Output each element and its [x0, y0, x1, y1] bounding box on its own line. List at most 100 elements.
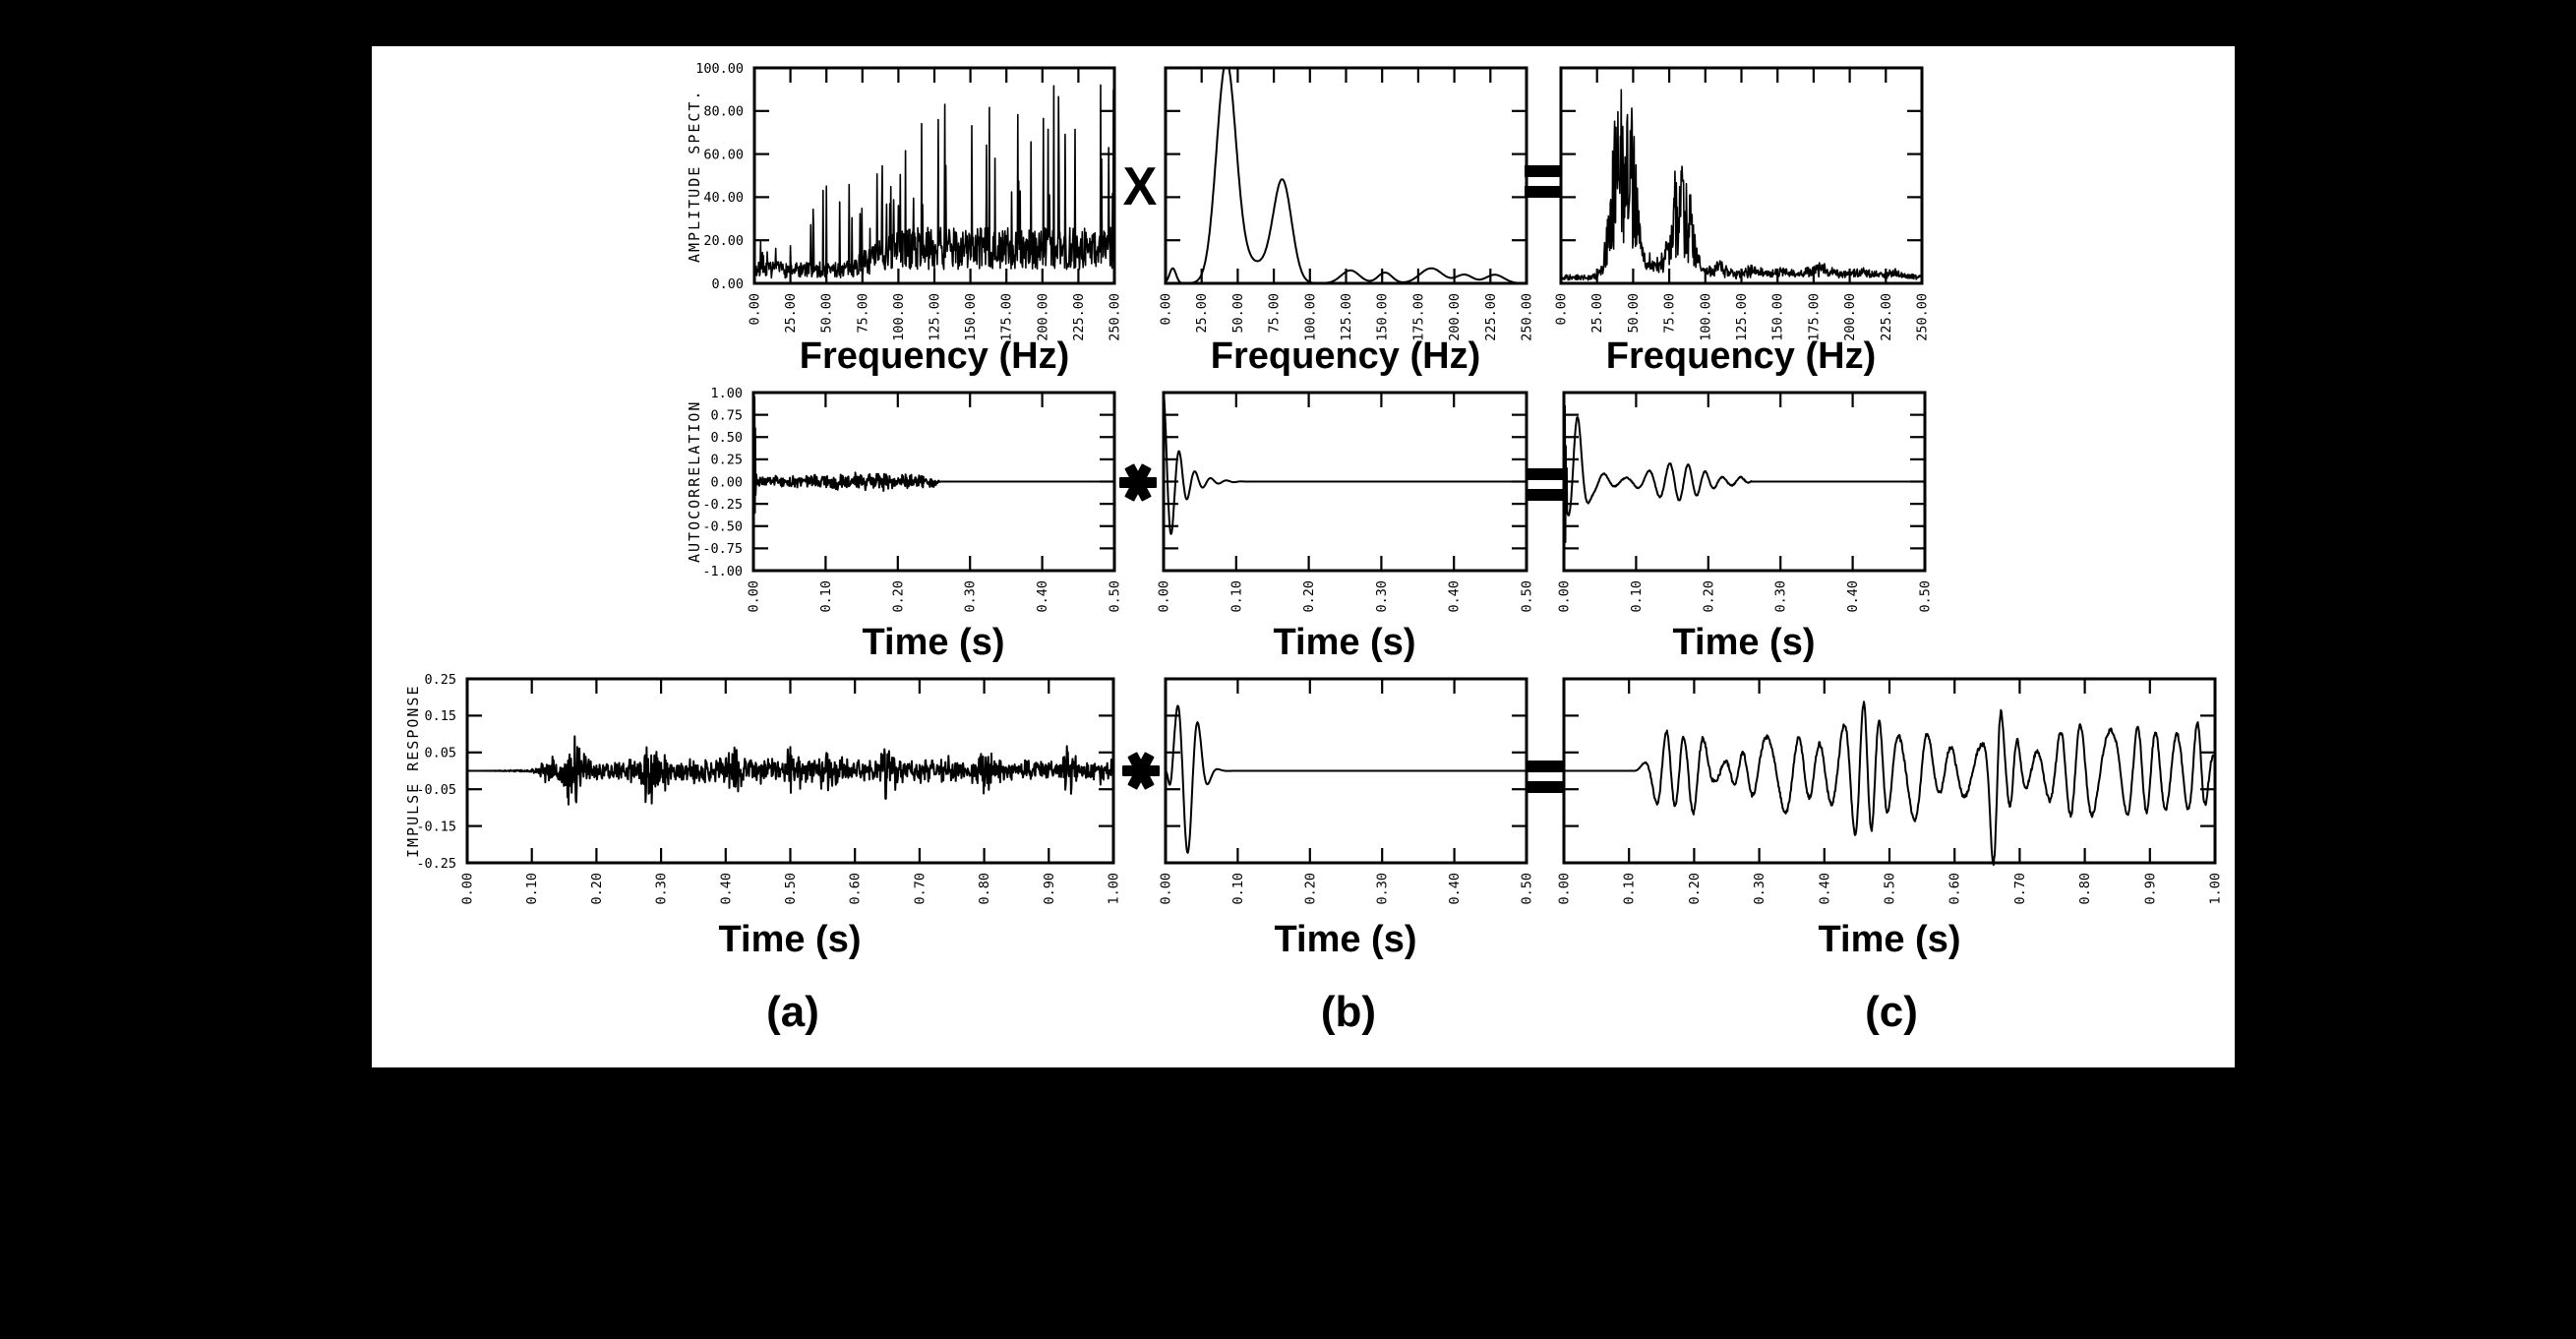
xaxis-title-time-2a: Time (s) — [862, 622, 1005, 663]
x-tick-label: 0.40 — [1845, 580, 1861, 613]
x-tick-label: 50.00 — [819, 293, 835, 334]
y-tick-label: -0.25 — [702, 497, 743, 513]
x-tick-label: 150.00 — [1375, 293, 1391, 341]
x-tick-label: 1.00 — [2208, 873, 2224, 905]
y-tick-label: 0.50 — [710, 430, 743, 446]
y-tick-label: 1.00 — [710, 386, 743, 401]
plot-canvas-2b: 0.00 0.10 0.20 0.30 0.40 0.50 — [1157, 391, 1535, 613]
y-tick-label: 0.75 — [710, 407, 743, 423]
x-tick-label: 200.00 — [1842, 293, 1858, 341]
x-tick-label: 125.00 — [1339, 293, 1354, 341]
plot-canvas-2a: 0.00 0.10 0.20 0.30 0.40 0.50 1.00 0.75 0.50 0.25… — [702, 386, 1122, 613]
x-tick-label: 75.00 — [855, 293, 870, 334]
x-tick-label: 200.00 — [1035, 293, 1050, 341]
x-tick-label: 175.00 — [1410, 293, 1426, 341]
x-tick-label: 0.30 — [963, 580, 979, 613]
signal-trace-3c — [1563, 700, 2216, 866]
x-tick-label: 250.00 — [1915, 293, 1931, 341]
x-tick-label: 0.50 — [1520, 580, 1535, 613]
x-tick-label: 175.00 — [1806, 293, 1822, 341]
x-tick-label: 0.60 — [848, 873, 864, 905]
x-tick-label: 0.90 — [2142, 873, 2158, 905]
x-tick-label: 0.00 — [1557, 580, 1573, 613]
xaxis-title-freq-a: Frequency (Hz) — [799, 335, 1070, 377]
multiply-operator: X — [1122, 156, 1158, 217]
signal-trace-3b — [1165, 704, 1528, 854]
x-tick-label: 0.10 — [1629, 580, 1645, 613]
plot-canvas-1c: 0.00 25.00 50.00 75.00 100.00 125.00 150.00 175… — [1554, 66, 1931, 341]
x-tick-label: 25.00 — [783, 293, 799, 334]
y-tick-label: -0.25 — [416, 856, 456, 872]
x-tick-label: 0.30 — [1773, 580, 1789, 613]
plot-canvas-3c: 0.00 0.10 0.20 0.30 0.40 0.50 0.60 0.70 0.80 0.90… — [1557, 677, 2224, 905]
x-tick-label: 0.10 — [1228, 580, 1244, 613]
x-tick-label: 200.00 — [1447, 293, 1463, 341]
x-tick-label: 0.40 — [718, 873, 734, 905]
x-tick-label: 0.10 — [1622, 873, 1638, 905]
y-tick-label: -0.50 — [702, 519, 743, 535]
signal-trace-1c — [1560, 89, 1923, 281]
x-tick-label: 0.80 — [2077, 873, 2093, 905]
equals-bar-icon — [1528, 468, 1564, 480]
y-tick-label: 20.00 — [703, 233, 744, 249]
plot-canvas-1b: 0.00 25.00 50.00 75.00 100.00 125.00 150.00 175… — [1159, 66, 1535, 341]
y-tick-label: 0.25 — [710, 453, 743, 468]
x-tick-label: 0.00 — [1159, 873, 1174, 905]
y-tick-label: 100.00 — [695, 61, 744, 77]
x-tick-label: 250.00 — [1108, 293, 1123, 341]
y-tick-label: 0.00 — [711, 276, 744, 292]
plot-autocorrelation-a: 0.00 0.10 0.20 0.30 0.40 0.50 1.00 0.75 0.50 0.25… — [675, 375, 1136, 634]
x-tick-label: 0.00 — [1554, 293, 1570, 326]
x-tick-label: 0.50 — [783, 873, 799, 905]
x-tick-label: 0.40 — [1447, 580, 1463, 613]
xaxis-title-time-3a: Time (s) — [718, 919, 862, 960]
y-tick-label: -0.15 — [416, 819, 456, 834]
x-tick-label: 0.50 — [1883, 873, 1898, 905]
x-tick-label: 225.00 — [1071, 293, 1087, 341]
equals-bar-icon — [1528, 781, 1564, 793]
convolution-operator-row3 — [1122, 751, 1160, 790]
equals-bar-icon — [1525, 165, 1561, 177]
x-tick-label: 0.40 — [1447, 873, 1463, 905]
x-tick-label: 0.90 — [1042, 873, 1057, 905]
x-tick-label: 0.00 — [748, 293, 763, 326]
x-tick-label: 0.10 — [818, 580, 834, 613]
x-tick-label: 150.00 — [963, 293, 979, 341]
panel-label-b: (b) — [1320, 988, 1377, 1036]
x-tick-label: 250.00 — [1520, 293, 1535, 341]
signal-trace-2c — [1563, 396, 1926, 543]
x-tick-label: 0.20 — [1701, 580, 1716, 613]
x-tick-label: 0.80 — [977, 873, 992, 905]
plot-canvas-3b: 0.00 0.10 0.20 0.30 0.40 0.50 — [1159, 677, 1535, 905]
equals-operator-row3 — [1528, 761, 1564, 793]
x-tick-label: 125.00 — [928, 293, 943, 341]
x-tick-label: 0.20 — [890, 580, 906, 613]
y-tick-label: -0.05 — [416, 782, 456, 798]
xaxis-title-time-3c: Time (s) — [1818, 919, 1961, 960]
y-tick-label: -0.75 — [702, 541, 743, 557]
x-tick-label: 0.20 — [1301, 580, 1317, 613]
x-tick-label: 0.00 — [1557, 873, 1573, 905]
convolution-operator-row2 — [1119, 462, 1157, 502]
x-tick-label: 25.00 — [1589, 293, 1605, 334]
equals-bar-icon — [1528, 489, 1564, 501]
x-tick-label: 225.00 — [1879, 293, 1894, 341]
plot-impulse-response: 0.00 0.10 0.20 0.30 0.40 0.50 0.60 0.70 0.80 0.90… — [389, 661, 1135, 926]
xaxis-title-time-2b: Time (s) — [1273, 622, 1416, 663]
x-tick-label: 150.00 — [1770, 293, 1786, 341]
x-tick-label: 0.40 — [1817, 873, 1832, 905]
x-tick-label: 0.60 — [1947, 873, 1963, 905]
panel-label-a: (a) — [766, 988, 819, 1036]
signal-trace-2b — [1163, 392, 1528, 535]
equals-bar-icon — [1525, 186, 1561, 198]
x-tick-label: 0.20 — [589, 873, 605, 905]
equals-operator-row1 — [1525, 165, 1561, 198]
x-tick-label: 0.10 — [1230, 873, 1246, 905]
x-tick-label: 0.50 — [1520, 873, 1535, 905]
signal-trace-1a — [753, 84, 1115, 279]
signal-trace-1b — [1165, 67, 1528, 284]
x-tick-label: 0.30 — [1375, 873, 1391, 905]
x-tick-label: 0.30 — [1752, 873, 1767, 905]
y-tick-label: 0.00 — [710, 474, 743, 490]
plot-amplitude-spectrum-c: 0.00 25.00 50.00 75.00 100.00 125.00 150.00 175… — [1539, 50, 1944, 346]
